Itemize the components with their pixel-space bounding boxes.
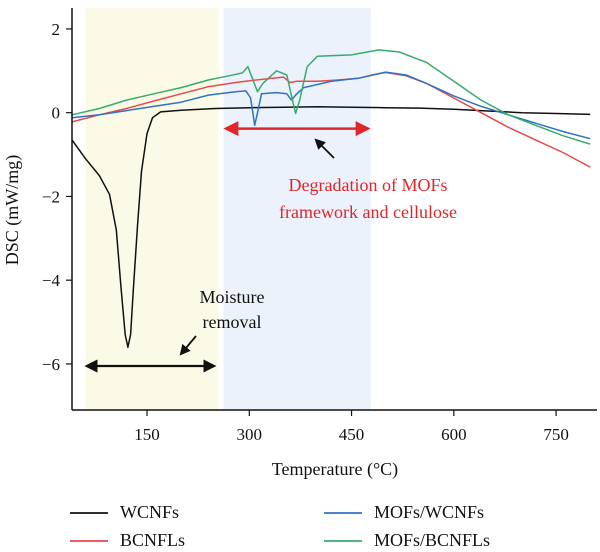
legend-item-wcnfs: WCNFs [70, 502, 179, 522]
y-axis-label: DSC (mW/mg) [2, 155, 23, 266]
legend-item-mofs-bcnfls: MOFs/BCNFLs [324, 530, 490, 550]
legend-item-mofs-wcnfs: MOFs/WCNFs [324, 502, 484, 522]
degradation-pointer-arrow [314, 138, 335, 159]
legend: WCNFs BCNFLs MOFs/WCNFs MOFs/BCNFLs [70, 502, 490, 550]
degradation-label: Degradation of MOFs [289, 175, 448, 195]
moisture-label: Moisture [200, 287, 265, 307]
series-line-wcnfs [71, 106, 591, 348]
shaded-regions [85, 8, 371, 410]
y-tick-label: 0 [52, 104, 61, 123]
moisture-label: removal [203, 312, 262, 332]
x-tick-label: 450 [339, 425, 365, 444]
x-tick-label: 600 [441, 425, 467, 444]
x-axis-label: Temperature (°C) [272, 459, 398, 480]
series-line-mofs-bcnfls [71, 49, 591, 145]
series-line-bcnfls [71, 71, 591, 168]
y-tick-label: −2 [42, 187, 60, 206]
moisture-pointer-arrow [179, 335, 197, 356]
legend-label: BCNFLs [120, 530, 185, 550]
degradation-label: framework and cellulose [279, 202, 457, 222]
legend-label: MOFs/BCNFLs [374, 530, 490, 550]
x-tick-label: 150 [134, 425, 160, 444]
shaded-region-1 [85, 8, 219, 410]
y-tick-label: −4 [42, 271, 61, 290]
annotations: Degradation of MOFs framework and cellulo… [84, 121, 457, 373]
axes [71, 8, 597, 411]
series-line-mofs-wcnfs [71, 71, 591, 140]
y-tick-label: −6 [42, 355, 60, 374]
x-ticks: 150 300 450 600 750 [134, 410, 569, 444]
shaded-region-2 [223, 8, 371, 410]
x-tick-label: 300 [237, 425, 263, 444]
legend-label: MOFs/WCNFs [374, 502, 484, 522]
legend-label: WCNFs [120, 502, 179, 522]
y-ticks: 2 0 −2 −4 −6 [42, 20, 72, 374]
series-layer [71, 49, 591, 348]
legend-item-bcnfls: BCNFLs [70, 530, 185, 550]
x-tick-label: 750 [543, 425, 569, 444]
y-tick-label: 2 [52, 20, 61, 39]
